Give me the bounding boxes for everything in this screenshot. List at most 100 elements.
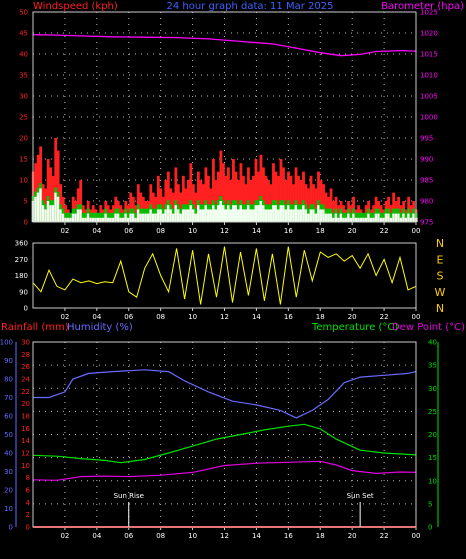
wind-ytick-label: 20 bbox=[19, 135, 28, 143]
wind-avg-bar bbox=[141, 213, 145, 222]
p3-xtick-label: 14 bbox=[252, 532, 261, 540]
wind-gust-bar bbox=[201, 184, 205, 222]
wind-avg-bar bbox=[154, 213, 158, 222]
wind-gust-bar bbox=[234, 171, 238, 222]
direction-line bbox=[32, 246, 417, 305]
wind-avg-bar bbox=[277, 209, 280, 222]
wind-avg-bar bbox=[211, 205, 215, 222]
wind-gust-bar bbox=[189, 163, 193, 222]
rain-ytick-label: 22 bbox=[21, 388, 30, 396]
wind-speed-bar bbox=[337, 212, 340, 222]
wind-gust-bar bbox=[307, 188, 310, 222]
hum-ytick-label: 60 bbox=[4, 413, 13, 421]
p2-xtick-label: 20 bbox=[348, 313, 357, 321]
hum-ytick-label: 30 bbox=[4, 468, 13, 476]
wind-avg-bar bbox=[279, 205, 283, 222]
wind-avg-bar bbox=[382, 217, 386, 222]
wind-avg-bar bbox=[161, 213, 165, 222]
wind-gust-bar bbox=[59, 184, 63, 222]
dir-ytick-label: 270 bbox=[15, 256, 28, 264]
wind-avg-bar bbox=[309, 209, 313, 222]
wind-avg-bar bbox=[302, 205, 305, 222]
wind-avg-bar bbox=[322, 209, 325, 222]
hum-ytick-label: 90 bbox=[4, 357, 13, 365]
compass-letter: N bbox=[436, 237, 444, 250]
wind-gust-bar bbox=[267, 180, 270, 222]
wind-avg-bar bbox=[41, 205, 45, 222]
wind-avg-bar bbox=[56, 196, 60, 222]
wind-gust-bar bbox=[79, 180, 83, 222]
wind-avg-bar bbox=[372, 217, 375, 222]
wind-avg-bar bbox=[94, 217, 98, 222]
wind-avg-bar bbox=[71, 213, 75, 222]
wind-avg-bar bbox=[39, 188, 43, 222]
wind-avg-bar bbox=[139, 213, 143, 222]
wind-avg-bar bbox=[229, 209, 233, 222]
wind-gust-bar bbox=[214, 180, 218, 222]
hum-ytick-label: 100 bbox=[0, 339, 13, 347]
dir-ytick-label: 90 bbox=[19, 288, 28, 296]
hum-ytick-label: 0 bbox=[9, 524, 13, 532]
wind-avg-bar bbox=[149, 209, 153, 222]
wind-ytick-label: 50 bbox=[19, 9, 28, 17]
humidity-line bbox=[33, 369, 417, 419]
wind-avg-bar bbox=[299, 209, 303, 222]
wind-avg-bar bbox=[46, 201, 50, 222]
wind-avg-bar bbox=[357, 217, 360, 222]
wind-gust-bar bbox=[272, 163, 275, 222]
wind-avg-bar bbox=[81, 217, 85, 222]
wind-avg-bar bbox=[49, 205, 53, 222]
p1-xtick-label: 06 bbox=[124, 227, 133, 235]
wind-gust-bar bbox=[211, 159, 215, 222]
wind-gust-bar bbox=[279, 159, 283, 222]
baro-ytick-label: 975 bbox=[420, 219, 433, 227]
p2-xtick-label: 18 bbox=[316, 313, 325, 321]
wind-avg-bar bbox=[377, 213, 381, 222]
wind-gust-bar bbox=[282, 167, 285, 222]
wind-avg-bar bbox=[121, 217, 125, 222]
wind-gust-bar bbox=[194, 192, 198, 222]
rain-ytick-label: 6 bbox=[26, 487, 31, 495]
rain-axis-label: Rainfall (mm) bbox=[1, 322, 69, 333]
wind-gust-bar bbox=[232, 159, 235, 222]
wind-gust-bar bbox=[199, 180, 203, 222]
temp-ytick-label: 10 bbox=[428, 477, 437, 485]
wind-ytick-label: 25 bbox=[19, 114, 28, 122]
hum-ytick-label: 50 bbox=[4, 431, 13, 439]
wind-avg-bar bbox=[314, 213, 318, 222]
wind-speed-bar bbox=[357, 212, 360, 222]
wind-gust-bar bbox=[322, 184, 325, 222]
wind-gust-bar bbox=[312, 184, 315, 222]
wind-gust-bar bbox=[329, 188, 333, 222]
wind-speed-bar bbox=[362, 212, 365, 222]
wind-ytick-label: 45 bbox=[19, 30, 28, 38]
wind-avg-bar bbox=[54, 192, 58, 222]
wind-ytick-label: 5 bbox=[24, 198, 28, 206]
wind-avg-bar bbox=[324, 213, 328, 222]
p2-xtick-label: 06 bbox=[124, 313, 133, 321]
wind-avg-bar bbox=[96, 217, 100, 222]
hum-ytick-label: 40 bbox=[4, 450, 13, 458]
wind-avg-bar bbox=[237, 209, 240, 222]
wind-avg-bar bbox=[51, 205, 55, 222]
baro-ytick-label: 985 bbox=[420, 177, 433, 185]
wind-avg-bar bbox=[312, 209, 315, 222]
wind-gust-bar bbox=[49, 167, 53, 222]
wind-avg-bar bbox=[327, 213, 330, 222]
p1-xtick-label: 20 bbox=[348, 227, 357, 235]
p2-xtick-label: 00 bbox=[412, 313, 421, 321]
wind-avg-bar bbox=[409, 217, 413, 222]
wind-ytick-label: 0 bbox=[24, 219, 28, 227]
wind-avg-bar bbox=[362, 217, 365, 222]
wind-gust-bar bbox=[259, 154, 263, 222]
wind-avg-bar bbox=[352, 213, 355, 222]
wind-speed-bar bbox=[389, 212, 393, 222]
p2-xtick-label: 16 bbox=[284, 313, 293, 321]
wind-speed-bar bbox=[134, 212, 138, 222]
humidity-axis-label: Humidity (%) bbox=[67, 322, 133, 333]
temp-ytick-label: 35 bbox=[428, 362, 437, 370]
wind-gust-bar bbox=[257, 171, 260, 222]
wind-avg-bar bbox=[221, 205, 225, 222]
p2-xtick-label: 04 bbox=[92, 313, 101, 321]
wind-avg-bar bbox=[79, 209, 83, 222]
